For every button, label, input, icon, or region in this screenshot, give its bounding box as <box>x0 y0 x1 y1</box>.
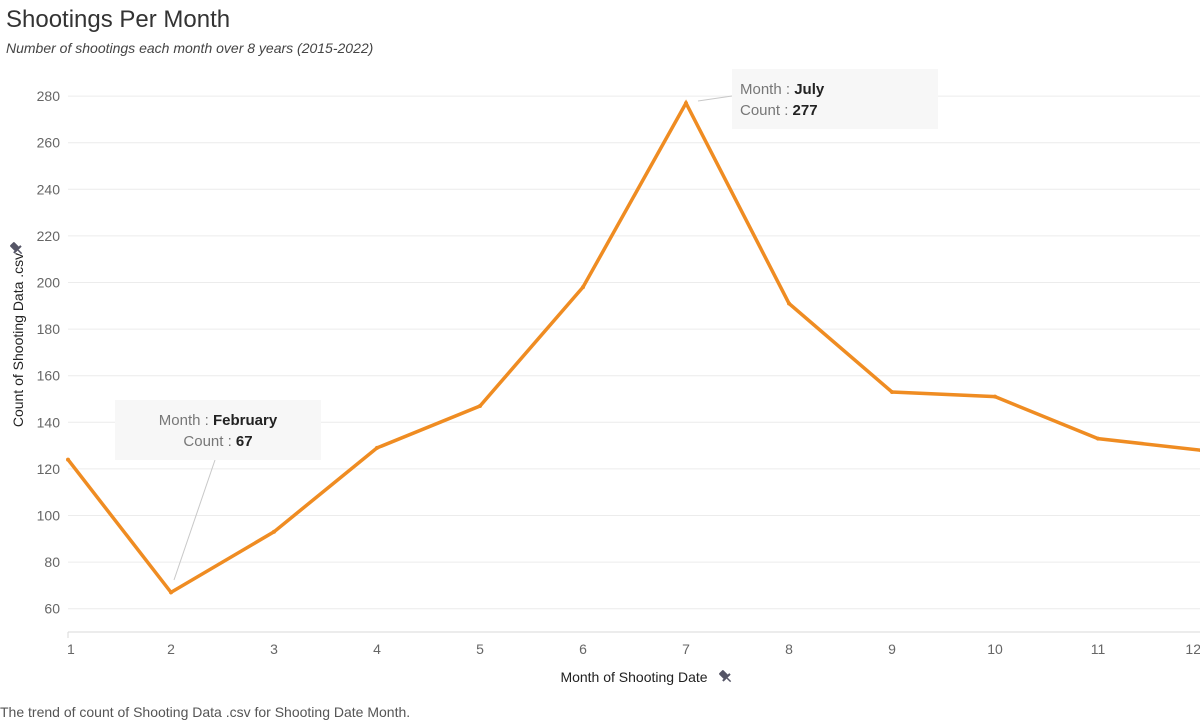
data-points <box>66 101 1200 595</box>
y-tick-label: 160 <box>37 368 61 384</box>
chart-caption: The trend of count of Shooting Data .csv… <box>0 704 411 720</box>
pin-icon[interactable] <box>8 240 25 257</box>
chart-subtitle: Number of shootings each month over 8 ye… <box>6 40 374 56</box>
x-tick-label: 8 <box>785 641 793 657</box>
data-point[interactable] <box>169 590 173 595</box>
data-point[interactable] <box>581 285 585 290</box>
x-axis-ticks: 1 2 3 4 5 6 7 8 9 10 11 12 <box>67 641 1200 657</box>
annotation-box <box>115 400 321 460</box>
x-tick-label: 6 <box>579 641 587 657</box>
series-line[interactable] <box>66 99 1200 595</box>
data-point[interactable] <box>684 101 688 106</box>
x-tick-label: 3 <box>270 641 278 657</box>
data-point[interactable] <box>66 457 70 462</box>
data-point[interactable] <box>993 394 997 399</box>
y-tick-label: 120 <box>37 461 61 477</box>
annotation-box <box>732 69 938 129</box>
y-axis-title: Count of Shooting Data .csv <box>10 253 26 427</box>
x-axis-title: Month of Shooting Date <box>560 669 707 685</box>
y-tick-label: 80 <box>44 554 60 570</box>
y-tick-label: 200 <box>37 275 61 291</box>
x-tick-label: 9 <box>888 641 896 657</box>
annotation-month-key: Month : <box>159 412 213 429</box>
y-tick-label: 60 <box>44 601 60 617</box>
data-point[interactable] <box>478 403 482 408</box>
x-tick-label: 11 <box>1091 641 1106 657</box>
annotation-count-value: 67 <box>236 433 253 450</box>
annotation-count: Count : 67 <box>183 433 252 450</box>
data-point[interactable] <box>1096 436 1100 441</box>
x-tick-label: 5 <box>476 641 484 657</box>
x-tick-label: 10 <box>987 641 1003 657</box>
annotation-leader <box>697 95 733 102</box>
y-tick-label: 100 <box>37 508 61 524</box>
annotation-count-value: 277 <box>793 102 818 119</box>
x-tick-label: 1 <box>67 641 75 657</box>
pin-icon[interactable] <box>717 668 734 685</box>
data-point[interactable] <box>787 301 791 306</box>
x-tick-label: 12 <box>1185 641 1200 657</box>
chart-title: Shootings Per Month <box>6 6 231 33</box>
gridlines <box>68 95 1200 610</box>
annotation-month-key: Month : <box>740 81 794 98</box>
data-point[interactable] <box>890 390 894 395</box>
annotation-count-key: Count : <box>740 102 793 119</box>
annotation-month-value: February <box>213 412 278 429</box>
x-tick-label: 2 <box>167 641 175 657</box>
y-tick-label: 240 <box>37 181 61 197</box>
data-point[interactable] <box>272 529 276 534</box>
y-tick-label: 280 <box>37 88 61 104</box>
annotation-count: Count : 277 <box>740 102 818 119</box>
annotation-month: Month : July <box>740 81 825 98</box>
annotation-month: Month : February <box>159 412 278 429</box>
y-tick-label: 140 <box>37 414 61 430</box>
annotation-callout: Month : February Count : 67 <box>115 400 321 581</box>
y-tick-label: 220 <box>37 228 61 244</box>
annotation-month-value: July <box>794 81 825 98</box>
data-point[interactable] <box>375 445 379 450</box>
annotation-leader <box>173 459 216 581</box>
y-tick-label: 180 <box>37 321 61 337</box>
annotation-count-key: Count : <box>183 433 236 450</box>
x-tick-label: 4 <box>373 641 381 657</box>
y-axis-ticks: 60 80 100 120 140 160 180 200 220 240 260 280 <box>37 88 61 617</box>
y-tick-label: 260 <box>37 135 61 151</box>
x-tick-label: 7 <box>682 641 690 657</box>
